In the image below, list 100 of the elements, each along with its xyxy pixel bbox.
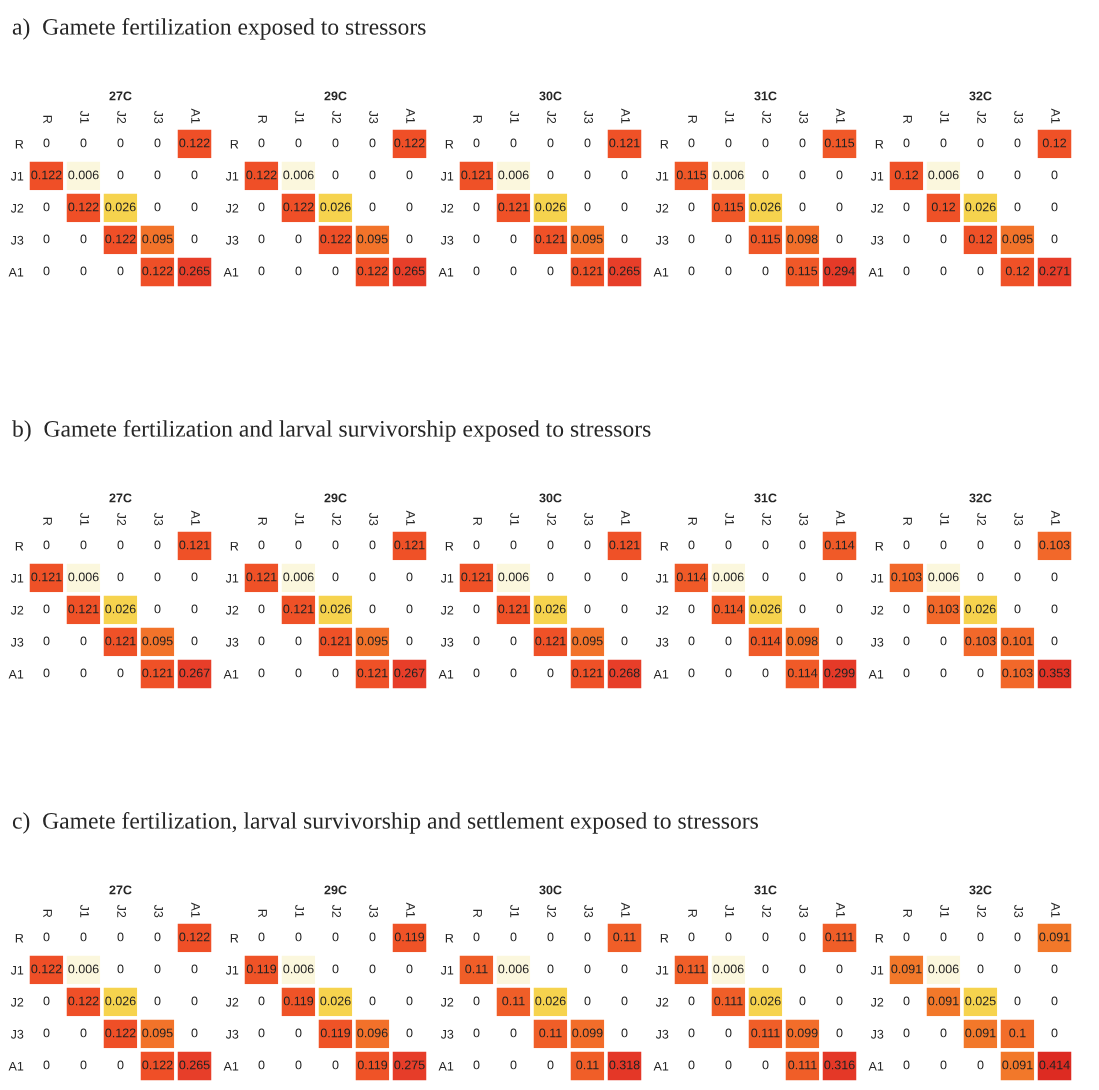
data-label: 0.119 bbox=[320, 1028, 351, 1038]
data-label: 0.121 bbox=[246, 572, 277, 582]
data-label: 0.122 bbox=[142, 266, 173, 276]
data-label: 0 bbox=[510, 138, 517, 148]
y-tick-label: J3 bbox=[440, 637, 454, 647]
data-label: 0 bbox=[510, 1060, 517, 1070]
data-label: 0 bbox=[903, 932, 910, 942]
data-label: 0.095 bbox=[572, 234, 603, 244]
data-label: 0 bbox=[332, 138, 339, 148]
data-label: 0.006 bbox=[928, 964, 959, 974]
data-label: 0.122 bbox=[68, 996, 99, 1006]
x-tick-label: J1 bbox=[725, 904, 734, 918]
data-label: 0 bbox=[154, 932, 161, 942]
y-tick-label: J1 bbox=[225, 573, 239, 583]
data-label: 0.006 bbox=[713, 170, 744, 180]
data-label: 0 bbox=[836, 996, 843, 1006]
x-tick-label: J3 bbox=[1014, 512, 1023, 526]
data-label: 0.111 bbox=[751, 1028, 780, 1038]
data-label: 0 bbox=[154, 572, 161, 582]
y-tick-label: J1 bbox=[870, 171, 884, 181]
x-tick-label: J1 bbox=[295, 110, 304, 124]
data-label: 0.111 bbox=[714, 996, 743, 1006]
data-label: 0 bbox=[836, 964, 843, 974]
data-label: 0.122 bbox=[394, 138, 425, 148]
data-label: 0 bbox=[473, 604, 480, 614]
data-label: 0.268 bbox=[609, 668, 640, 678]
data-label: 0.121 bbox=[535, 636, 566, 646]
y-tick-label: J1 bbox=[440, 171, 454, 181]
data-label: 0 bbox=[547, 932, 554, 942]
data-label: 0.265 bbox=[609, 266, 640, 276]
data-label: 0.091 bbox=[928, 996, 959, 1006]
data-label: 0 bbox=[43, 996, 50, 1006]
x-tick-label: J2 bbox=[332, 110, 341, 124]
y-tick-label: A1 bbox=[8, 1061, 24, 1071]
data-label: 0 bbox=[1014, 572, 1021, 582]
data-label: 0 bbox=[621, 1028, 628, 1038]
data-label: 0.095 bbox=[142, 1028, 173, 1038]
chart-title: 31C bbox=[754, 885, 777, 895]
data-label: 0.121 bbox=[498, 202, 529, 212]
data-label: 0 bbox=[258, 932, 265, 942]
data-label: 0 bbox=[473, 1060, 480, 1070]
y-tick-label: J2 bbox=[225, 203, 239, 213]
data-label: 0 bbox=[406, 604, 413, 614]
data-label: 0 bbox=[473, 266, 480, 276]
data-label: 0 bbox=[191, 234, 198, 244]
data-label: 0.103 bbox=[1039, 540, 1070, 550]
data-label: 0 bbox=[154, 540, 161, 550]
data-label: 0.114 bbox=[750, 636, 781, 646]
data-label: 0 bbox=[799, 138, 806, 148]
chart-title: 29C bbox=[324, 885, 347, 895]
data-label: 0 bbox=[369, 572, 376, 582]
y-tick-label: J3 bbox=[440, 235, 454, 245]
chart-title: 29C bbox=[324, 493, 347, 503]
y-tick-label: J3 bbox=[870, 637, 884, 647]
data-label: 0 bbox=[621, 572, 628, 582]
data-label: 0 bbox=[977, 964, 984, 974]
x-tick-label: J3 bbox=[369, 512, 378, 526]
data-label: 0 bbox=[43, 1060, 50, 1070]
y-tick-label: J1 bbox=[870, 965, 884, 975]
x-tick-label: J2 bbox=[117, 512, 126, 526]
data-label: 0 bbox=[369, 996, 376, 1006]
data-label: 0 bbox=[510, 636, 517, 646]
data-label: 0.111 bbox=[677, 964, 706, 974]
x-tick-label: A1 bbox=[406, 108, 415, 124]
data-label: 0.271 bbox=[1039, 266, 1070, 276]
data-label: 0 bbox=[688, 996, 695, 1006]
data-label: 0.121 bbox=[572, 266, 603, 276]
data-label: 0 bbox=[940, 138, 947, 148]
data-label: 0 bbox=[295, 540, 302, 550]
data-label: 0 bbox=[258, 234, 265, 244]
data-label: 0 bbox=[940, 540, 947, 550]
data-label: 0 bbox=[940, 636, 947, 646]
data-label: 0.12 bbox=[968, 234, 993, 244]
data-label: 0 bbox=[836, 636, 843, 646]
data-label: 0.006 bbox=[283, 170, 314, 180]
data-label: 0.025 bbox=[965, 996, 996, 1006]
y-tick-label: J1 bbox=[10, 965, 24, 975]
x-tick-label: J2 bbox=[332, 904, 341, 918]
data-label: 0 bbox=[406, 202, 413, 212]
data-label: 0 bbox=[332, 932, 339, 942]
data-label: 0.006 bbox=[283, 964, 314, 974]
x-tick-label: J1 bbox=[510, 110, 519, 124]
data-label: 0 bbox=[584, 170, 591, 180]
data-label: 0 bbox=[547, 138, 554, 148]
data-label: 0 bbox=[43, 138, 50, 148]
data-label: 0.103 bbox=[928, 604, 959, 614]
data-label: 0.121 bbox=[179, 540, 210, 550]
data-label: 0 bbox=[406, 170, 413, 180]
data-label: 0.122 bbox=[105, 234, 136, 244]
data-label: 0.12 bbox=[1005, 266, 1030, 276]
y-tick-label: A1 bbox=[8, 669, 24, 679]
data-label: 0 bbox=[584, 138, 591, 148]
y-tick-label: J3 bbox=[10, 1029, 24, 1039]
data-label: 0 bbox=[688, 668, 695, 678]
data-label: 0 bbox=[903, 996, 910, 1006]
y-tick-label: J3 bbox=[225, 1029, 239, 1039]
data-label: 0 bbox=[836, 1028, 843, 1038]
data-label: 0 bbox=[473, 540, 480, 550]
y-tick-label: J2 bbox=[870, 997, 884, 1007]
data-label: 0 bbox=[332, 572, 339, 582]
